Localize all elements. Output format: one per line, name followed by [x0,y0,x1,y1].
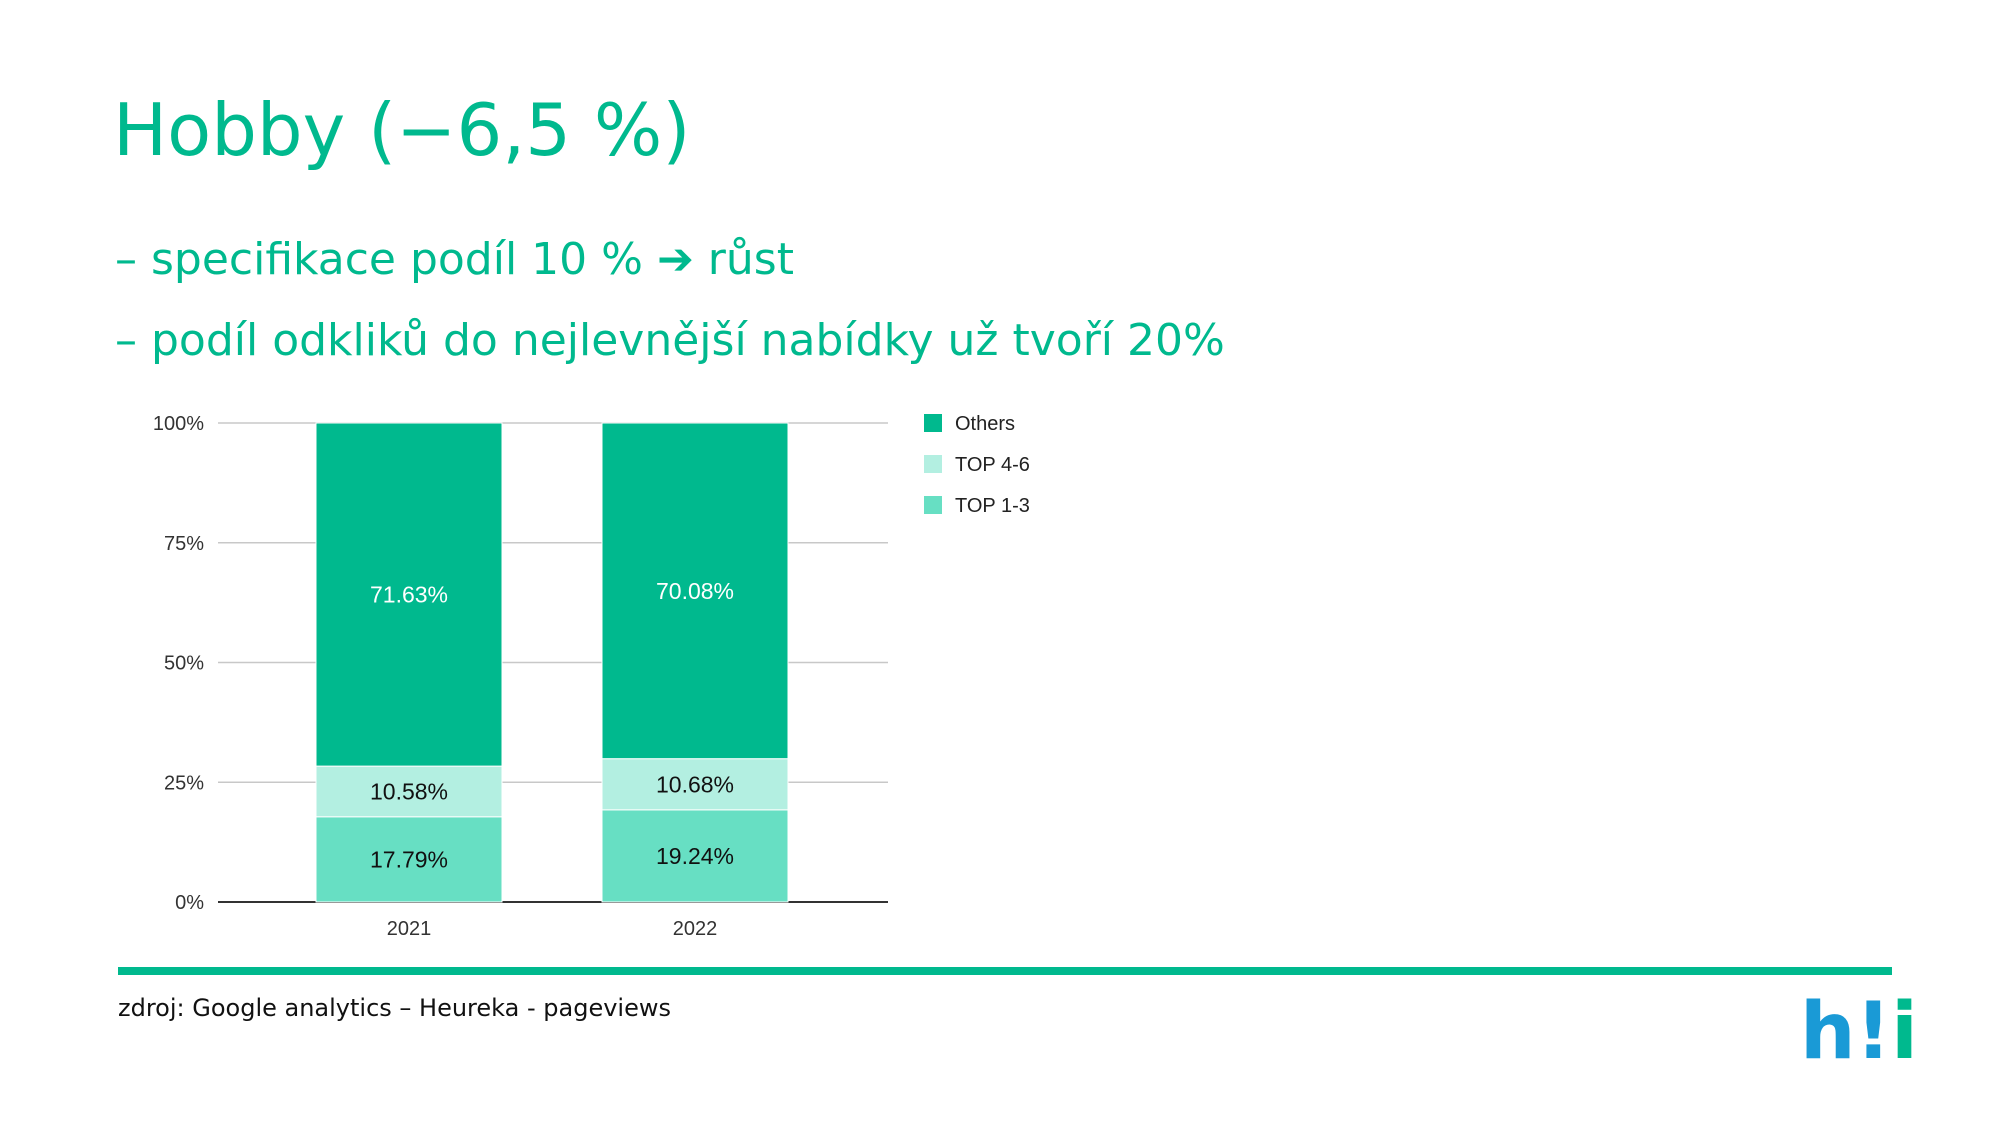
legend-swatch [924,455,942,473]
data-label: 17.79% [370,846,448,872]
y-tick-label: 75% [164,533,204,555]
legend-label: TOP 4-6 [955,454,1030,476]
x-tick-label: 2022 [673,918,718,940]
legend-label: Others [955,413,1015,435]
data-label: 10.58% [370,778,448,804]
bar-segment [315,816,503,903]
y-tick-label: 25% [164,772,204,794]
bar-segment [601,422,789,760]
logo-part: i [1891,987,1918,1077]
x-tick-label: 2021 [387,918,432,940]
slide-title: Hobby (−6,5 %) [113,88,690,172]
logo-part: ! [1856,987,1892,1077]
bar-segment [315,765,503,818]
logo: h!i [1800,987,1918,1077]
y-tick-label: 0% [175,892,204,914]
data-label: 10.68% [656,771,734,797]
data-label: 19.24% [656,843,734,869]
y-tick-label: 100% [153,413,204,435]
footer-rule [118,967,1892,975]
source-note: zdroj: Google analytics – Heureka - page… [118,994,671,1022]
bullet: – specifikace podíl 10 % ➔ růst [115,234,794,285]
legend-swatch [924,414,942,432]
data-label: 71.63% [370,582,448,608]
legend-swatch [924,496,942,514]
legend-label: TOP 1-3 [955,495,1030,517]
logo-part: h [1800,987,1856,1077]
bar-segment [315,422,503,767]
y-tick-label: 50% [164,653,204,675]
bullet: – podíl odkliků do nejlevnější nabídky u… [115,315,1225,366]
data-label: 70.08% [656,578,734,604]
